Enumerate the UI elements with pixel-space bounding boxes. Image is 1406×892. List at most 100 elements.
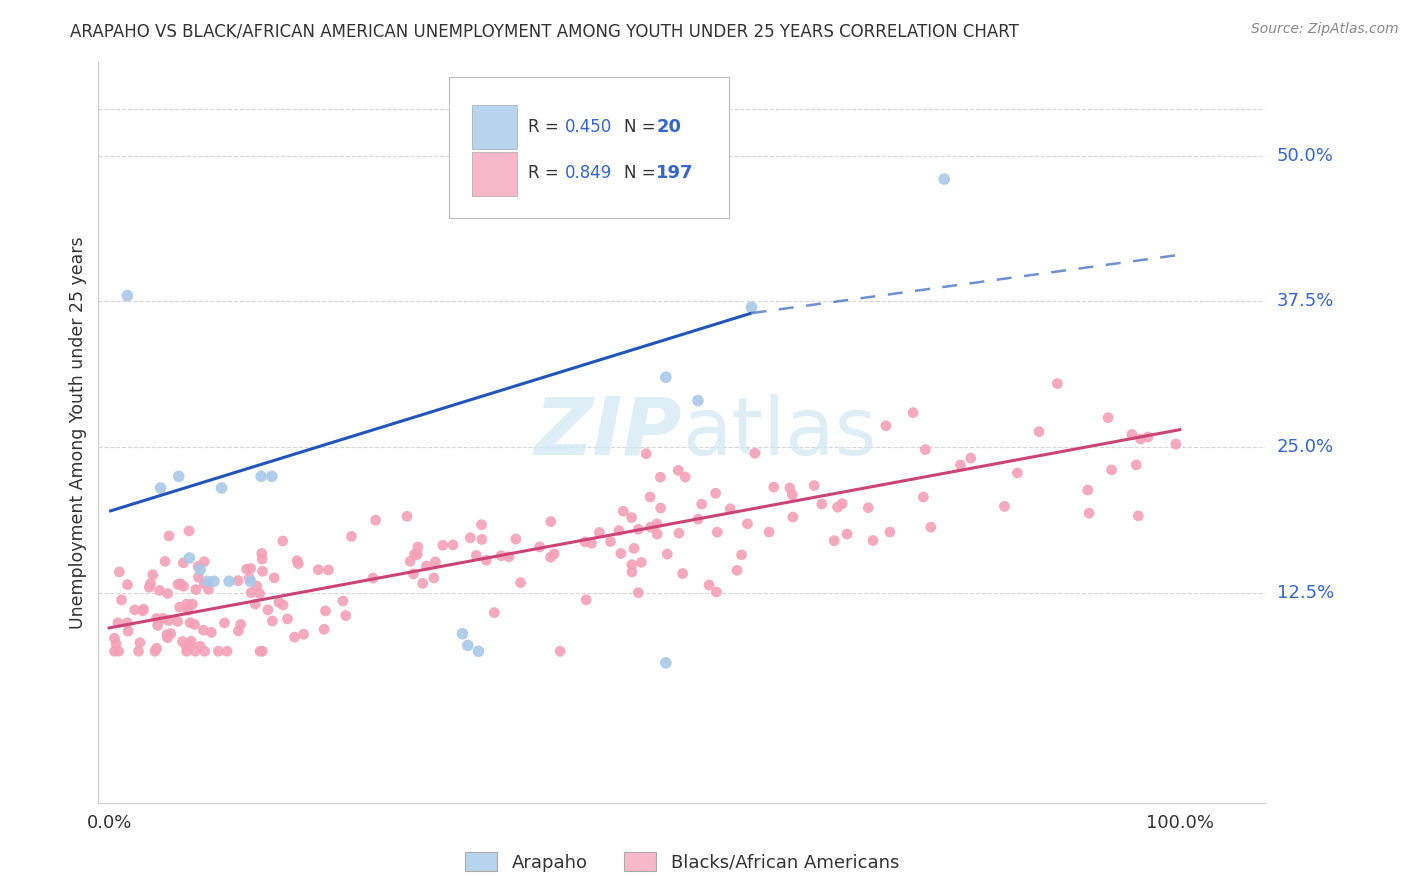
Point [267, 595, 290, 609]
Point [827, 500, 849, 515]
Point [1136, 430, 1159, 444]
Point [139, 576, 162, 591]
Point [607, 524, 630, 538]
Point [412, 576, 434, 591]
Point [406, 548, 429, 562]
Point [117, 624, 139, 639]
Point [858, 500, 880, 515]
Point [627, 585, 650, 599]
Point [235, 562, 257, 576]
Point [636, 447, 658, 461]
Point [623, 541, 645, 556]
Point [471, 533, 494, 547]
Text: 20: 20 [657, 118, 682, 136]
Point [581, 536, 603, 550]
Point [690, 497, 713, 511]
Point [167, 469, 190, 483]
Text: 50.0%: 50.0% [1277, 146, 1333, 165]
Point [105, 637, 128, 651]
Point [214, 615, 236, 630]
Point [441, 538, 464, 552]
Point [620, 510, 643, 524]
Point [252, 564, 274, 578]
Point [108, 565, 131, 579]
Point [117, 288, 139, 302]
Point [875, 418, 897, 433]
Point [959, 451, 981, 466]
Point [172, 556, 194, 570]
Point [657, 547, 679, 561]
Point [124, 603, 146, 617]
Point [425, 555, 447, 569]
Point [465, 549, 488, 563]
Point [166, 615, 188, 629]
Point [395, 509, 418, 524]
Point [187, 570, 209, 584]
Point [540, 550, 562, 565]
Point [475, 553, 498, 567]
Point [262, 614, 284, 628]
Point [172, 634, 194, 648]
Point [1164, 437, 1187, 451]
Point [406, 540, 429, 554]
Point [184, 582, 207, 597]
Point [666, 463, 689, 477]
Point [599, 534, 621, 549]
Point [782, 510, 804, 524]
Point [1125, 458, 1147, 472]
Point [179, 551, 201, 566]
Point [505, 532, 527, 546]
Point [238, 571, 260, 585]
Point [402, 566, 425, 581]
Point [630, 555, 652, 569]
Point [730, 548, 752, 562]
Point [803, 478, 825, 492]
Point [831, 497, 853, 511]
Point [152, 611, 174, 625]
Point [193, 576, 215, 591]
Point [250, 469, 273, 483]
Point [146, 618, 169, 632]
Point [117, 577, 139, 591]
Point [650, 501, 672, 516]
Point [1097, 410, 1119, 425]
Text: N =: N = [624, 118, 661, 136]
Point [292, 627, 315, 641]
Point [197, 574, 219, 589]
FancyBboxPatch shape [449, 78, 728, 218]
Point [610, 547, 633, 561]
Point [202, 574, 225, 589]
Point [706, 525, 728, 540]
Point [1101, 463, 1123, 477]
Point [257, 603, 280, 617]
Point [176, 644, 198, 658]
Point [1129, 432, 1152, 446]
Point [620, 565, 643, 579]
Point [668, 526, 690, 541]
Point [285, 554, 308, 568]
Point [540, 515, 562, 529]
Point [180, 634, 202, 648]
Point [470, 517, 492, 532]
Point [103, 632, 125, 646]
Point [467, 644, 489, 658]
Point [132, 602, 155, 616]
Text: R =: R = [527, 164, 564, 183]
Point [588, 525, 610, 540]
Point [332, 594, 354, 608]
Point [153, 554, 176, 568]
Point [315, 604, 337, 618]
Point [157, 614, 180, 628]
Point [173, 579, 195, 593]
Point [156, 628, 179, 642]
Legend: Arapaho, Blacks/African Americans: Arapaho, Blacks/African Americans [457, 845, 907, 879]
Point [673, 470, 696, 484]
Point [132, 604, 155, 618]
Point [129, 635, 152, 649]
Point [543, 547, 565, 561]
Point [498, 549, 520, 564]
Point [879, 524, 901, 539]
Point [194, 644, 217, 658]
Point [697, 578, 720, 592]
Point [509, 575, 531, 590]
